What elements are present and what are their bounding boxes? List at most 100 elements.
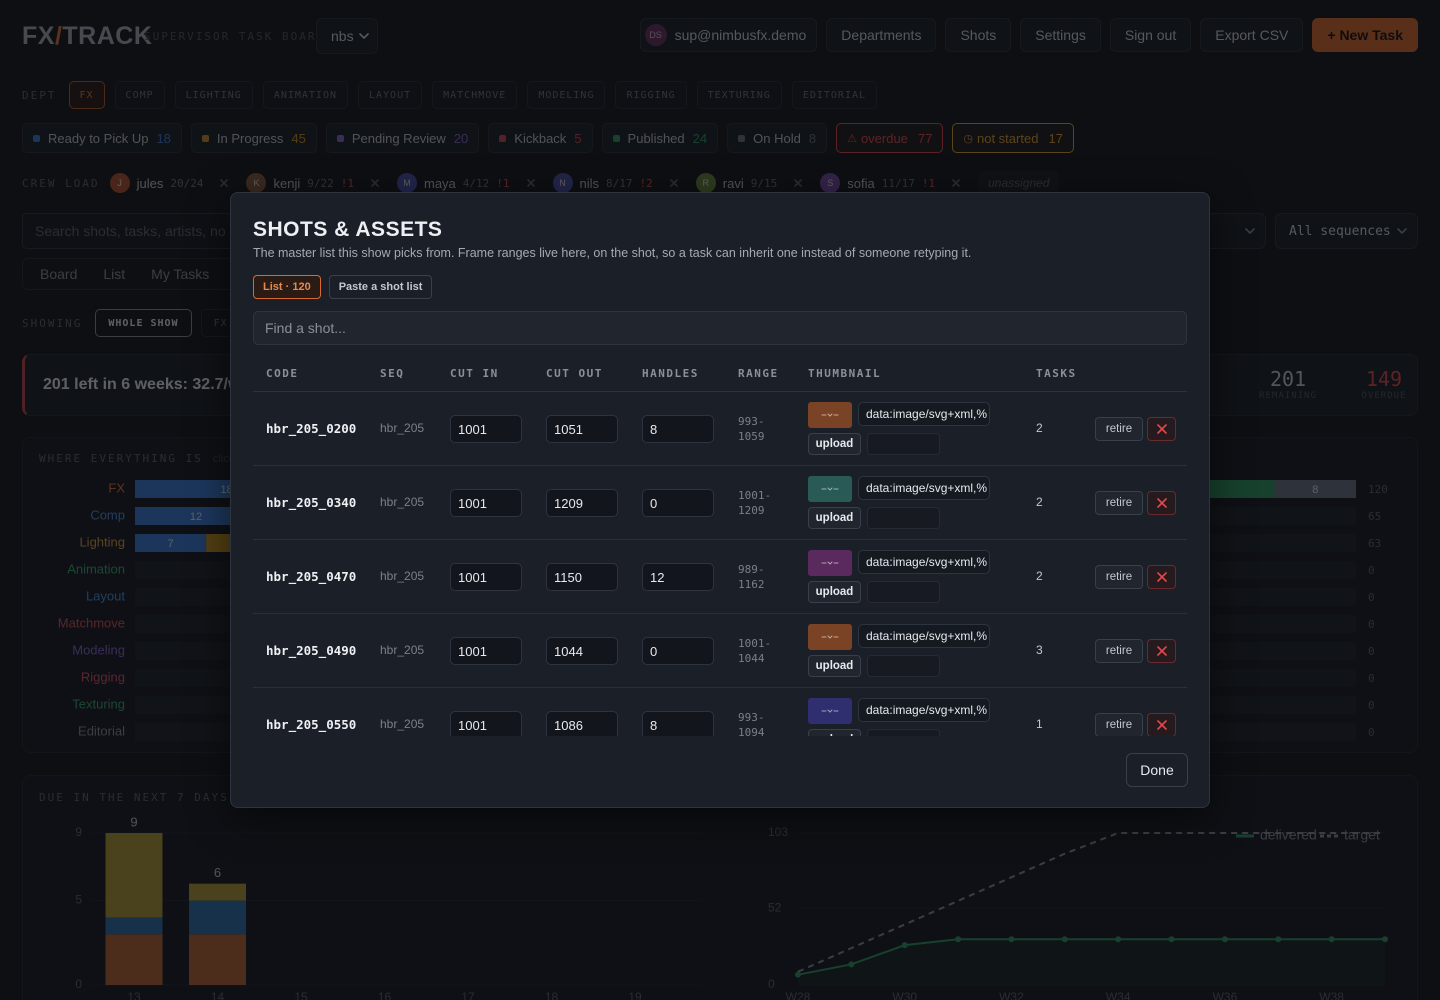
- frame-input[interactable]: 1001: [450, 415, 522, 443]
- header-divider: [253, 391, 1187, 392]
- frame-input[interactable]: 8: [642, 415, 714, 443]
- modal-tab[interactable]: Paste a shot list: [328, 275, 433, 299]
- row-divider: [253, 687, 1187, 688]
- close-icon: [1156, 424, 1167, 434]
- retire-button[interactable]: retire: [1095, 713, 1143, 736]
- file-input[interactable]: [867, 433, 940, 455]
- shot-code: hbr_205_0340: [266, 495, 357, 510]
- shot-range: 989-1162: [738, 563, 765, 591]
- close-icon-stroke: [1156, 424, 1167, 434]
- task-count: 2: [1036, 495, 1043, 509]
- shot-range: 993-1094: [738, 711, 765, 736]
- thumbnail-glyph-stroke: [821, 487, 839, 491]
- column-header: THUMBNAIL: [808, 367, 882, 380]
- shot-range: 1001-1209: [738, 489, 772, 517]
- frame-input[interactable]: 1086: [546, 711, 618, 736]
- shot-seq: hbr_205: [380, 569, 425, 583]
- retire-button[interactable]: retire: [1095, 417, 1143, 441]
- done-button[interactable]: Done: [1126, 753, 1188, 787]
- frame-input[interactable]: 1051: [546, 415, 618, 443]
- frame-input[interactable]: 1001: [450, 637, 522, 665]
- close-icon: [1156, 646, 1167, 656]
- delete-button[interactable]: [1147, 417, 1176, 441]
- modal-tab[interactable]: List · 120: [253, 275, 321, 299]
- task-count: 2: [1036, 569, 1043, 583]
- shot-row: hbr_205_0550 hbr_205 1001 1086 8 993-1094 data…: [231, 688, 1211, 736]
- shot-row: hbr_205_0340 hbr_205 1001 1209 0 1001-1209 dat…: [231, 466, 1211, 540]
- frame-input[interactable]: 1150: [546, 563, 618, 591]
- close-icon: [1156, 720, 1167, 730]
- modal-title: SHOTS & ASSETS: [253, 218, 443, 241]
- thumbnail-glyph: [821, 413, 839, 417]
- task-count: 1: [1036, 717, 1043, 731]
- frame-input[interactable]: 1001: [450, 711, 522, 736]
- thumbnail-url-input[interactable]: data:image/svg+xml,%: [858, 698, 990, 722]
- frame-input[interactable]: 1044: [546, 637, 618, 665]
- thumbnail-url-input[interactable]: data:image/svg+xml,%: [858, 624, 990, 648]
- close-icon-stroke: [1156, 572, 1167, 582]
- column-header: SEQ: [380, 367, 405, 380]
- delete-button[interactable]: [1147, 639, 1176, 663]
- upload-button[interactable]: upload: [808, 507, 861, 529]
- modal: SHOTS & ASSETS The master list this show …: [230, 192, 1210, 808]
- file-input[interactable]: [867, 655, 940, 677]
- frame-input[interactable]: 0: [642, 489, 714, 517]
- shot-seq: hbr_205: [380, 421, 425, 435]
- thumbnail-glyph-stroke: [821, 709, 839, 713]
- delete-button[interactable]: [1147, 491, 1176, 515]
- column-header: HANDLES: [642, 367, 699, 380]
- shot-range: 1001-1044: [738, 637, 772, 665]
- shot-row: hbr_205_0490 hbr_205 1001 1044 0 1001-1044 dat…: [231, 614, 1211, 688]
- retire-button[interactable]: retire: [1095, 491, 1143, 515]
- column-header: CUT IN: [450, 367, 499, 380]
- modal-search[interactable]: Find a shot...: [253, 311, 1187, 345]
- column-header: RANGE: [738, 367, 779, 380]
- retire-button[interactable]: retire: [1095, 639, 1143, 663]
- frame-input[interactable]: 1001: [450, 563, 522, 591]
- upload-button[interactable]: upload: [808, 655, 861, 677]
- file-input[interactable]: [867, 581, 940, 603]
- thumbnail: [808, 550, 852, 576]
- column-header: CUT OUT: [546, 367, 603, 380]
- shot-code: hbr_205_0490: [266, 643, 357, 658]
- column-header: TASKS: [1036, 367, 1077, 380]
- modal-tabs: List · 120 Paste a shot list: [253, 275, 433, 299]
- shot-row: hbr_205_0470 hbr_205 1001 1150 12 989-1162 dat…: [231, 540, 1211, 614]
- close-icon: [1156, 572, 1167, 582]
- thumbnail-url-input[interactable]: data:image/svg+xml,%: [858, 402, 990, 426]
- thumbnail-glyph: [821, 561, 839, 565]
- thumbnail-url-input[interactable]: data:image/svg+xml,%: [858, 476, 990, 500]
- shot-seq: hbr_205: [380, 643, 425, 657]
- file-input[interactable]: [867, 729, 940, 736]
- shot-seq: hbr_205: [380, 495, 425, 509]
- shot-row: hbr_205_0200 hbr_205 1001 1051 8 993-1059 data…: [231, 392, 1211, 466]
- thumbnail-glyph: [821, 635, 839, 639]
- thumbnail-glyph: [821, 709, 839, 713]
- shot-code: hbr_205_0470: [266, 569, 357, 584]
- frame-input[interactable]: 1001: [450, 489, 522, 517]
- task-count: 3: [1036, 643, 1043, 657]
- delete-button[interactable]: [1147, 713, 1176, 736]
- retire-button[interactable]: retire: [1095, 565, 1143, 589]
- close-icon-stroke: [1156, 646, 1167, 656]
- close-icon: [1156, 498, 1167, 508]
- upload-button[interactable]: upload: [808, 581, 861, 603]
- column-header: CODE: [266, 367, 299, 380]
- frame-input[interactable]: 8: [642, 711, 714, 736]
- thumbnail-glyph: [821, 487, 839, 491]
- thumbnail-url-input[interactable]: data:image/svg+xml,%: [858, 550, 990, 574]
- thumbnail-glyph-stroke: [821, 561, 839, 565]
- thumbnail: [808, 698, 852, 724]
- upload-button[interactable]: upload: [808, 729, 861, 736]
- frame-input[interactable]: 12: [642, 563, 714, 591]
- upload-button[interactable]: upload: [808, 433, 861, 455]
- modal-description: The master list this show picks from. Fr…: [253, 246, 972, 260]
- row-divider: [253, 613, 1187, 614]
- file-input[interactable]: [867, 507, 940, 529]
- thumbnail-glyph-stroke: [821, 635, 839, 639]
- delete-button[interactable]: [1147, 565, 1176, 589]
- frame-input[interactable]: 0: [642, 637, 714, 665]
- frame-input[interactable]: 1209: [546, 489, 618, 517]
